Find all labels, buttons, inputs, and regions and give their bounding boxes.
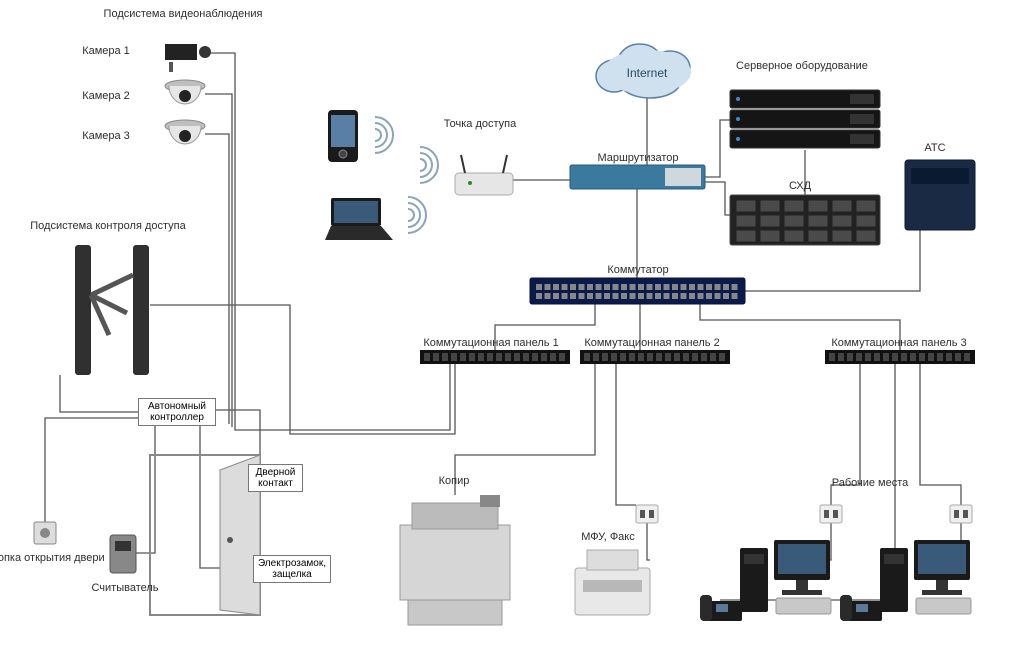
pda-icon <box>328 110 358 162</box>
wall-jack-icon <box>636 505 658 523</box>
mfu-icon <box>575 550 650 615</box>
edge-cam1-patch1 <box>211 53 450 430</box>
edge-cam2-patch1 <box>205 94 232 427</box>
workstation-icon <box>880 540 971 614</box>
reader-icon <box>110 535 136 573</box>
switch-icon <box>530 278 745 304</box>
phone-icon <box>700 595 742 621</box>
edge-cam3-patch1 <box>205 134 229 424</box>
dome-camera-icon <box>165 120 205 144</box>
edge-router-servers <box>705 120 730 177</box>
internet-label: Internet <box>627 66 668 80</box>
patch-panel-icon <box>825 350 975 364</box>
edge-switch-patch3 <box>700 304 900 350</box>
internet-cloud: Internet <box>596 44 691 98</box>
pbx-icon <box>905 160 975 230</box>
edge-turnstile-patch1 <box>150 305 455 434</box>
wifi-arc <box>375 129 381 141</box>
turnstile-icon <box>75 245 149 375</box>
wifi-arc <box>408 209 414 221</box>
door-icon <box>150 455 260 615</box>
wall-jack-icon <box>950 505 972 523</box>
edge-router-storage <box>705 182 730 215</box>
edge-patch3-wall3 <box>920 364 961 505</box>
edge-patch2-copier <box>455 364 595 495</box>
access-point-icon <box>455 155 513 195</box>
storage-icon <box>730 195 880 245</box>
wifi-arc <box>420 159 426 171</box>
edge-controller-exit <box>45 418 138 522</box>
exit-button-icon <box>34 522 56 544</box>
edge-controller-reader <box>136 426 155 553</box>
wall-jack-icon <box>820 505 842 523</box>
box-camera-icon <box>165 44 211 72</box>
diagram-canvas: Internet <box>0 0 1024 653</box>
edge-patch2-wall1 <box>616 364 636 505</box>
router-icon <box>570 165 705 189</box>
edge-controller-turnstile <box>60 375 138 412</box>
patch-panel-icon <box>580 350 730 364</box>
copier-icon <box>400 495 510 625</box>
server-stack-icon <box>730 90 880 148</box>
edge-wall1-mfu <box>647 523 650 560</box>
dome-camera-icon <box>165 80 205 104</box>
patch-panel-icon <box>420 350 570 364</box>
laptop-icon <box>325 198 393 240</box>
workstation-icon <box>740 540 831 614</box>
phone-icon <box>840 595 882 621</box>
edge-patch3-wall2 <box>831 364 860 505</box>
edge-switch-patch1 <box>495 304 595 350</box>
